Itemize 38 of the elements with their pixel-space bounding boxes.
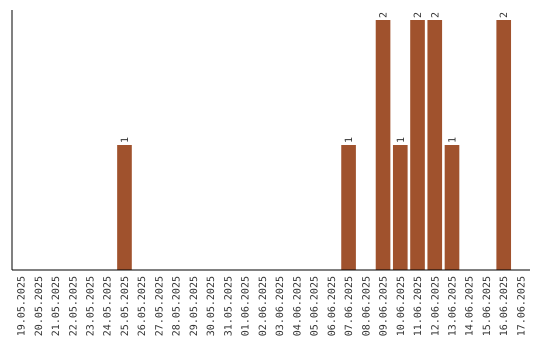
x-tick-label: 06.06.2025 — [326, 276, 338, 336]
data-label: 1 — [120, 136, 131, 143]
x-tick-label: 09.06.2025 — [378, 276, 390, 336]
x-tick-label: 27.05.2025 — [154, 276, 166, 336]
x-tick-label: 20.05.2025 — [34, 276, 45, 336]
x-tick-label: 10.06.2025 — [396, 276, 407, 336]
x-tick-label: 19.05.2025 — [16, 276, 28, 336]
x-tick-label: 03.06.2025 — [275, 276, 286, 336]
x-tick-label: 25.05.2025 — [120, 276, 131, 336]
data-label: 2 — [430, 12, 442, 18]
x-tick-label: 07.06.2025 — [344, 276, 356, 336]
x-tick-label: 14.06.2025 — [464, 276, 476, 336]
x-tick-label: 11.06.2025 — [413, 276, 424, 336]
data-label: 1 — [448, 136, 458, 143]
x-tick-label: 26.05.2025 — [137, 276, 148, 336]
x-tick-label: 02.06.2025 — [258, 276, 269, 336]
data-label: 1 — [396, 136, 407, 143]
x-tick-label: 21.05.2025 — [51, 276, 62, 336]
x-tick-label: 22.05.2025 — [68, 276, 80, 336]
x-tick-label: 31.05.2025 — [223, 276, 234, 336]
data-label: 2 — [499, 12, 510, 18]
x-tick-label: 29.05.2025 — [188, 276, 200, 336]
x-tick-label: 17.06.2025 — [516, 276, 528, 336]
x-tick-label: 08.06.2025 — [361, 276, 372, 336]
x-tick-label: 04.06.2025 — [292, 276, 304, 336]
x-tick-label: 30.05.2025 — [206, 276, 218, 336]
x-tick-label: 12.06.2025 — [430, 276, 442, 336]
x-tick-label: 16.06.2025 — [499, 276, 510, 336]
data-label: 2 — [413, 12, 424, 18]
x-tick-label: 15.06.2025 — [482, 276, 493, 336]
data-label: 1 — [344, 136, 356, 143]
x-tick-label: 01.06.2025 — [240, 276, 252, 336]
x-tick-label: 24.05.2025 — [102, 276, 114, 336]
x-tick-label: 13.06.2025 — [448, 276, 458, 336]
x-tick-label: 05.06.2025 — [310, 276, 321, 336]
x-tick-label: 23.05.2025 — [86, 276, 96, 336]
data-label: 2 — [378, 12, 390, 18]
x-tick-label: 28.05.2025 — [172, 276, 183, 336]
